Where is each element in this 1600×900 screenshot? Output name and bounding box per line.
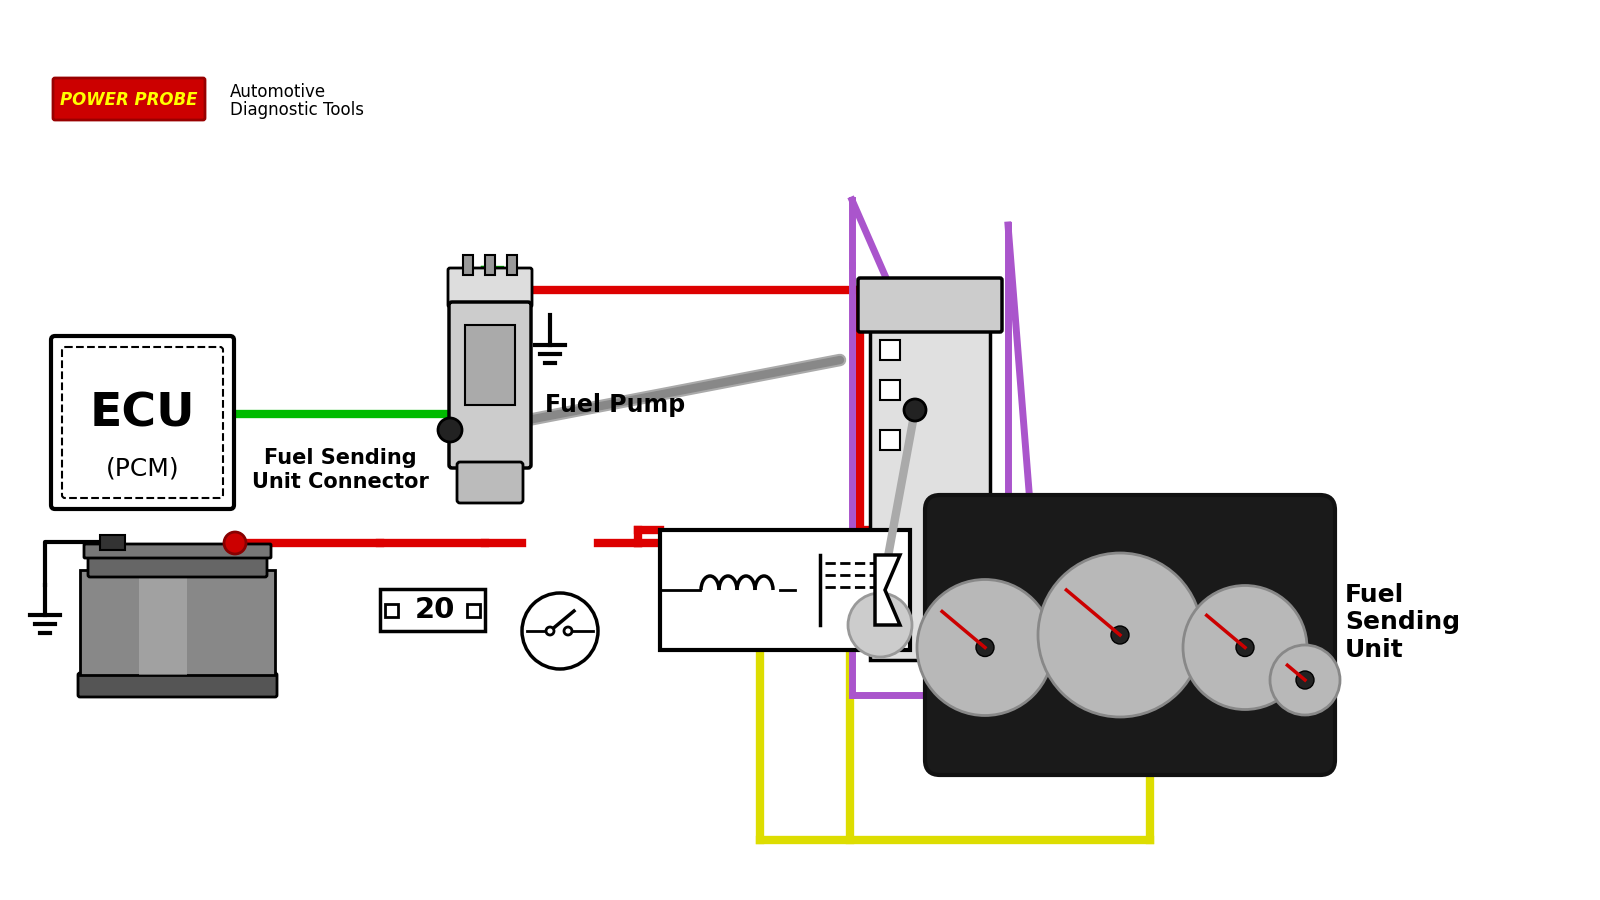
FancyBboxPatch shape (448, 268, 531, 307)
Circle shape (224, 532, 246, 554)
FancyBboxPatch shape (88, 548, 267, 577)
Circle shape (1110, 626, 1130, 644)
Bar (870, 320, 990, 660)
Bar (381, 589, 485, 631)
Bar (80, 570, 275, 675)
Bar (880, 380, 899, 400)
Text: POWER PROBE: POWER PROBE (61, 91, 198, 109)
FancyBboxPatch shape (78, 673, 277, 697)
Circle shape (904, 399, 926, 421)
Bar (485, 255, 494, 275)
Circle shape (1296, 671, 1314, 689)
Bar (661, 530, 910, 650)
Circle shape (976, 638, 994, 656)
Text: Diagnostic Tools: Diagnostic Tools (230, 101, 365, 119)
Bar (880, 340, 899, 360)
Bar (99, 535, 125, 550)
Bar (139, 570, 187, 675)
Text: Automotive: Automotive (230, 83, 326, 101)
Text: Fuel Pump: Fuel Pump (546, 393, 685, 417)
FancyBboxPatch shape (83, 544, 270, 558)
Text: ECU: ECU (90, 392, 195, 436)
Bar (467, 604, 480, 617)
FancyBboxPatch shape (53, 78, 205, 120)
FancyBboxPatch shape (858, 278, 1002, 332)
Circle shape (1038, 553, 1202, 717)
Circle shape (438, 418, 462, 442)
FancyBboxPatch shape (450, 302, 531, 468)
Circle shape (1182, 586, 1307, 709)
Circle shape (563, 627, 573, 635)
Bar (466, 325, 515, 405)
Text: Fuel
Sending
Unit: Fuel Sending Unit (1346, 582, 1461, 662)
Text: 20: 20 (414, 596, 454, 624)
FancyBboxPatch shape (925, 495, 1334, 775)
Circle shape (848, 593, 912, 657)
Bar (880, 430, 899, 450)
Bar (386, 604, 398, 617)
Bar (462, 255, 474, 275)
FancyBboxPatch shape (51, 336, 234, 509)
Circle shape (917, 580, 1053, 716)
Text: Fuel Sending
Unit Connector: Fuel Sending Unit Connector (251, 448, 429, 491)
Polygon shape (875, 555, 899, 625)
Bar (507, 255, 517, 275)
Circle shape (1235, 638, 1254, 656)
FancyBboxPatch shape (458, 462, 523, 503)
Circle shape (1270, 645, 1341, 715)
Circle shape (522, 593, 598, 669)
Circle shape (546, 627, 554, 635)
Text: (PCM): (PCM) (106, 456, 179, 481)
